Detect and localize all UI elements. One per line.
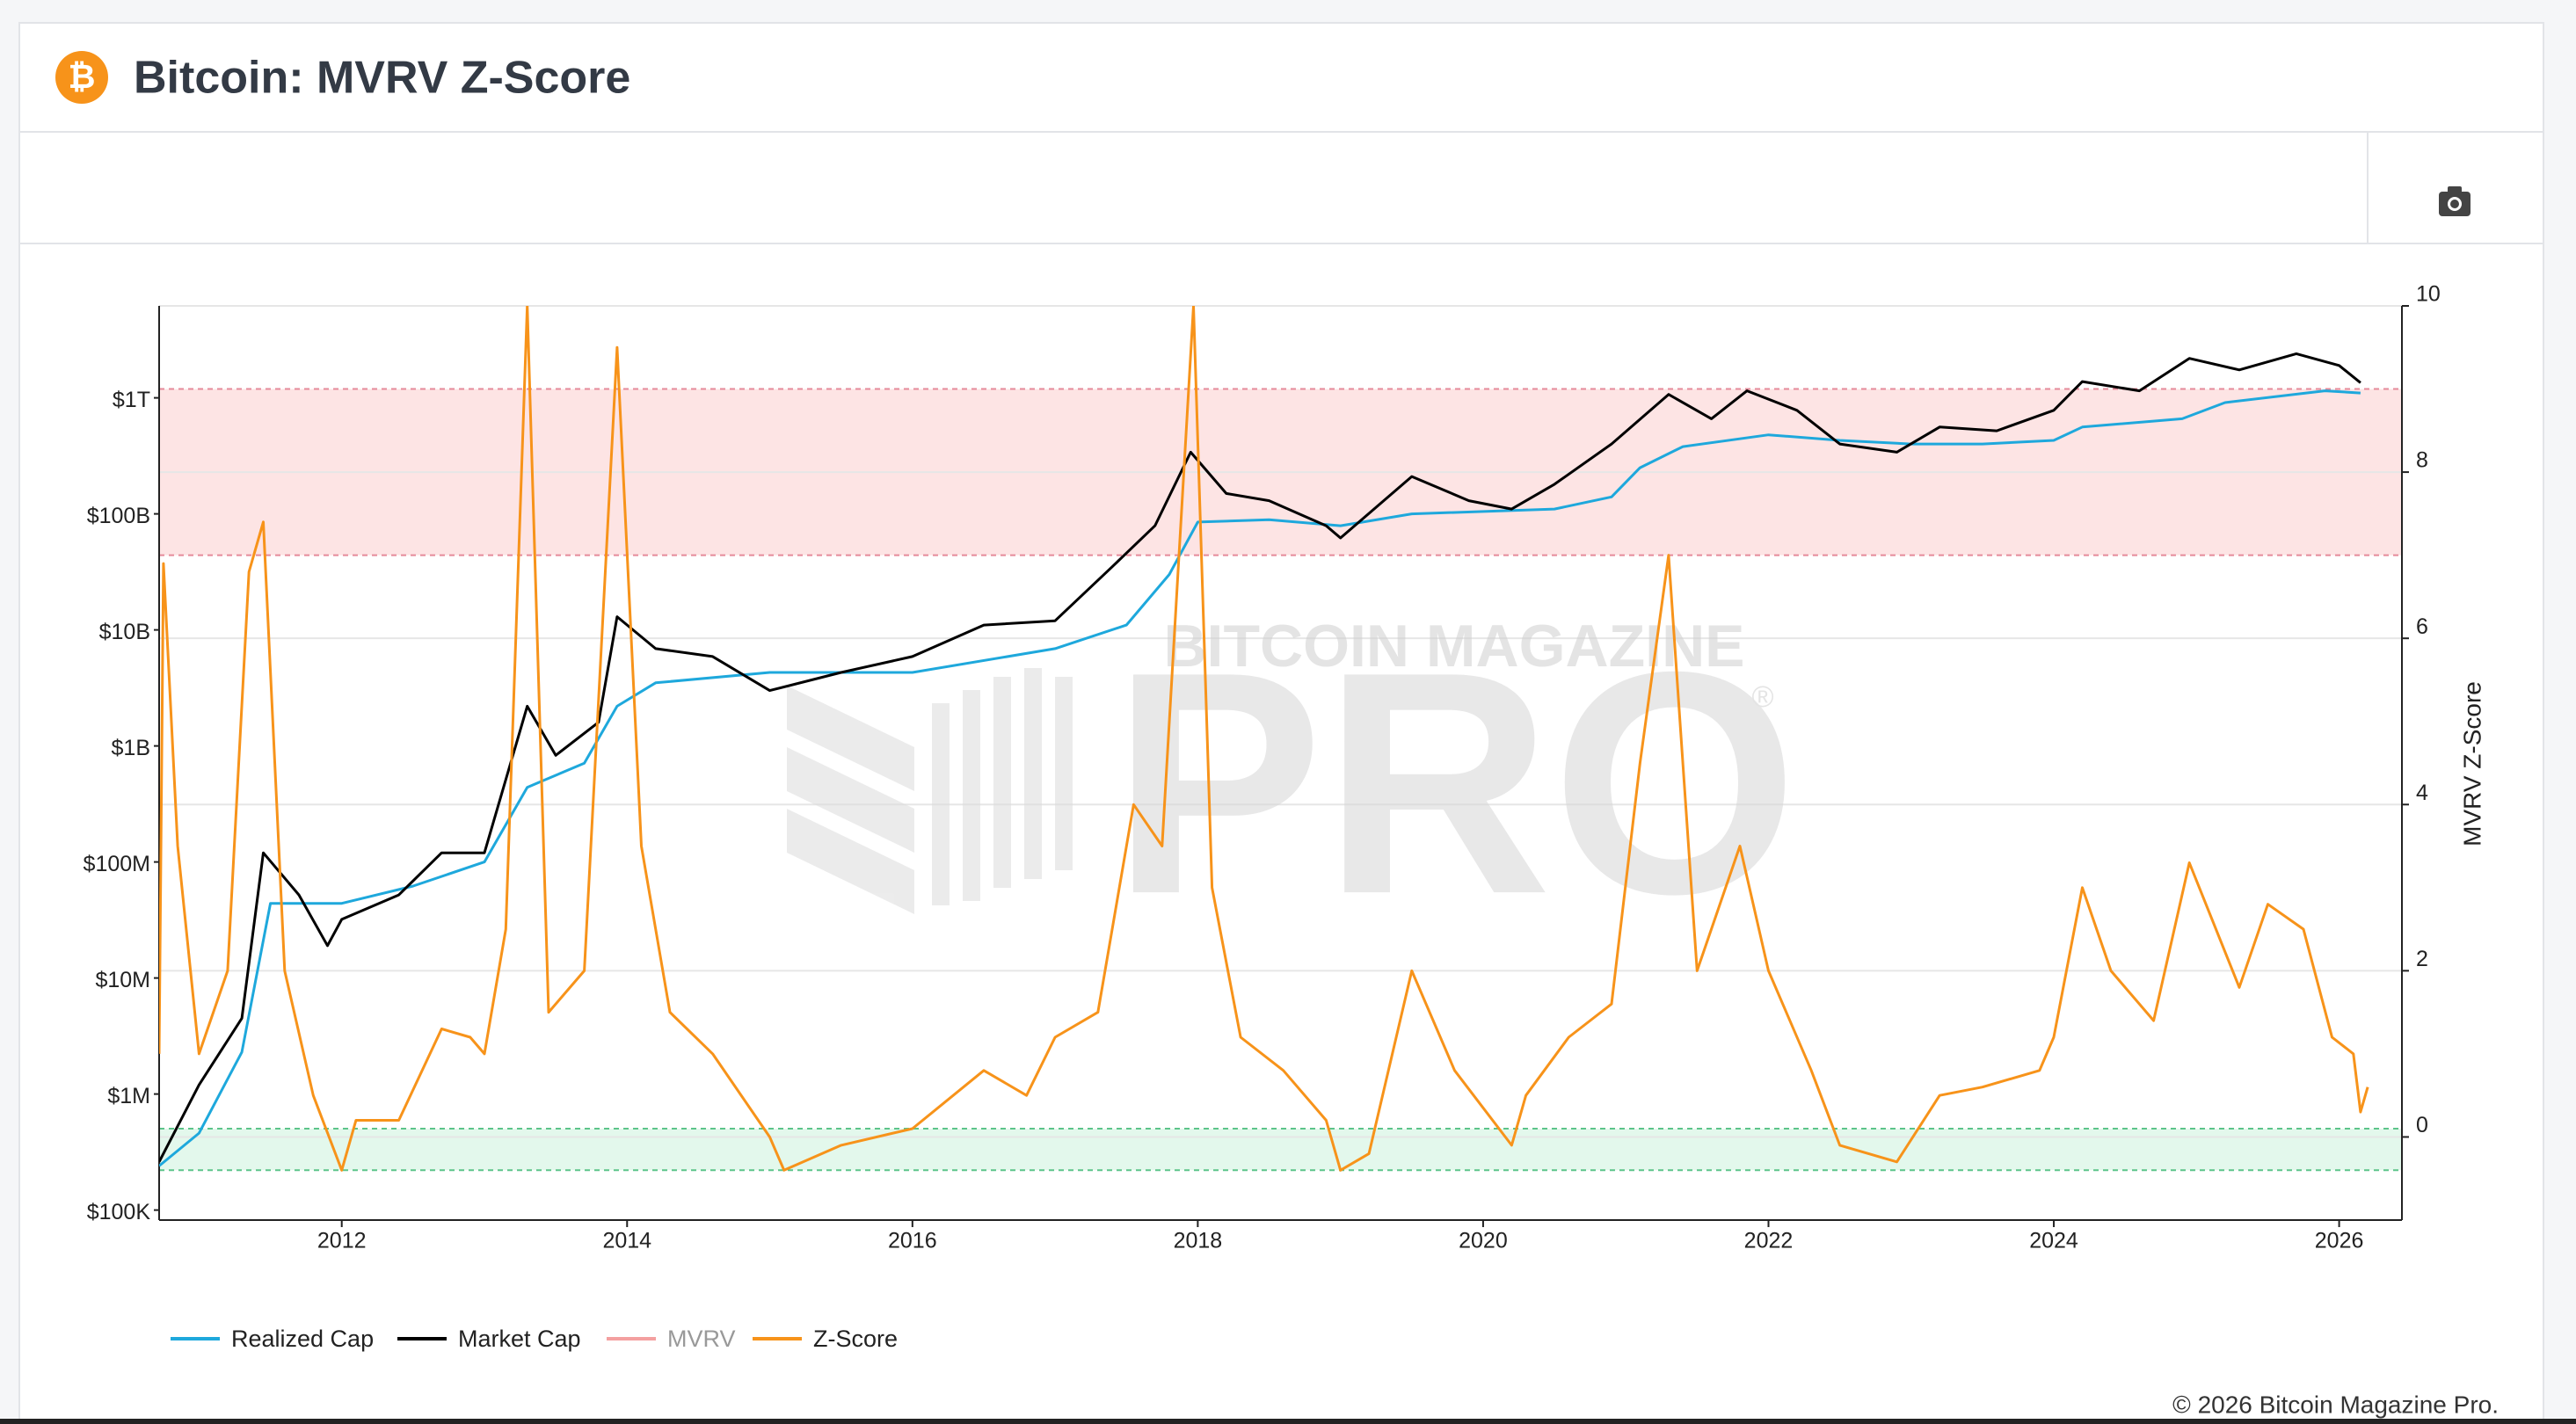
series-line bbox=[159, 306, 2369, 1172]
legend-label[interactable]: Z-Score bbox=[813, 1326, 898, 1352]
y-tick-label: $10M bbox=[95, 968, 150, 992]
zone bbox=[159, 1129, 2402, 1171]
legend-label[interactable]: Market Cap bbox=[458, 1326, 581, 1352]
x-tick-label: 2024 bbox=[2029, 1229, 2078, 1253]
y-tick-label: $100B bbox=[87, 504, 150, 528]
y-tick-label: $100K bbox=[87, 1200, 151, 1224]
watermark-text: BITCOIN MAGAZINE bbox=[1163, 613, 1744, 679]
y-tick-label: $1T bbox=[113, 388, 150, 412]
y2-tick-label: 6 bbox=[2416, 614, 2428, 639]
legend-label[interactable]: MVRV bbox=[667, 1326, 736, 1352]
bitcoin-symbol: ₿ bbox=[69, 59, 96, 96]
watermark-text: ® bbox=[1751, 680, 1773, 714]
x-tick-label: 2022 bbox=[1744, 1229, 1794, 1253]
bitcoin-icon bbox=[55, 51, 108, 104]
copyright: © 2026 Bitcoin Magazine Pro. bbox=[2172, 1391, 2499, 1418]
x-tick-label: 2012 bbox=[317, 1229, 367, 1253]
camera-button[interactable] bbox=[2439, 186, 2470, 216]
x-tick-label: 2016 bbox=[888, 1229, 937, 1253]
x-tick-label: 2026 bbox=[2315, 1229, 2364, 1253]
y2-axis-label: MVRV Z-Score bbox=[2458, 681, 2485, 846]
x-tick-label: 2014 bbox=[602, 1229, 651, 1253]
watermark: BITCOIN MAGAZINE PRO ® bbox=[787, 607, 1798, 960]
y-tick-label: $10B bbox=[99, 620, 150, 644]
y-tick-label: $1M bbox=[107, 1084, 150, 1108]
legend-label[interactable]: Realized Cap bbox=[231, 1326, 374, 1352]
card bbox=[18, 22, 2544, 1424]
y2-tick-label: 4 bbox=[2416, 781, 2428, 805]
y-tick-label: $1B bbox=[112, 736, 150, 760]
y2-tick-label: 8 bbox=[2416, 448, 2428, 473]
y2-tick-label: 0 bbox=[2416, 1113, 2428, 1137]
series-line bbox=[159, 352, 2361, 1163]
y2-tick-label: 10 bbox=[2416, 282, 2441, 307]
x-tick-label: 2018 bbox=[1174, 1229, 1223, 1253]
chart-title: Bitcoin: MVRV Z-Score bbox=[134, 53, 630, 104]
x-tick-label: 2020 bbox=[1459, 1229, 1508, 1253]
series-line bbox=[159, 389, 2361, 1167]
y2-tick-label: 2 bbox=[2416, 947, 2428, 971]
y-tick-label: $100M bbox=[84, 852, 150, 876]
